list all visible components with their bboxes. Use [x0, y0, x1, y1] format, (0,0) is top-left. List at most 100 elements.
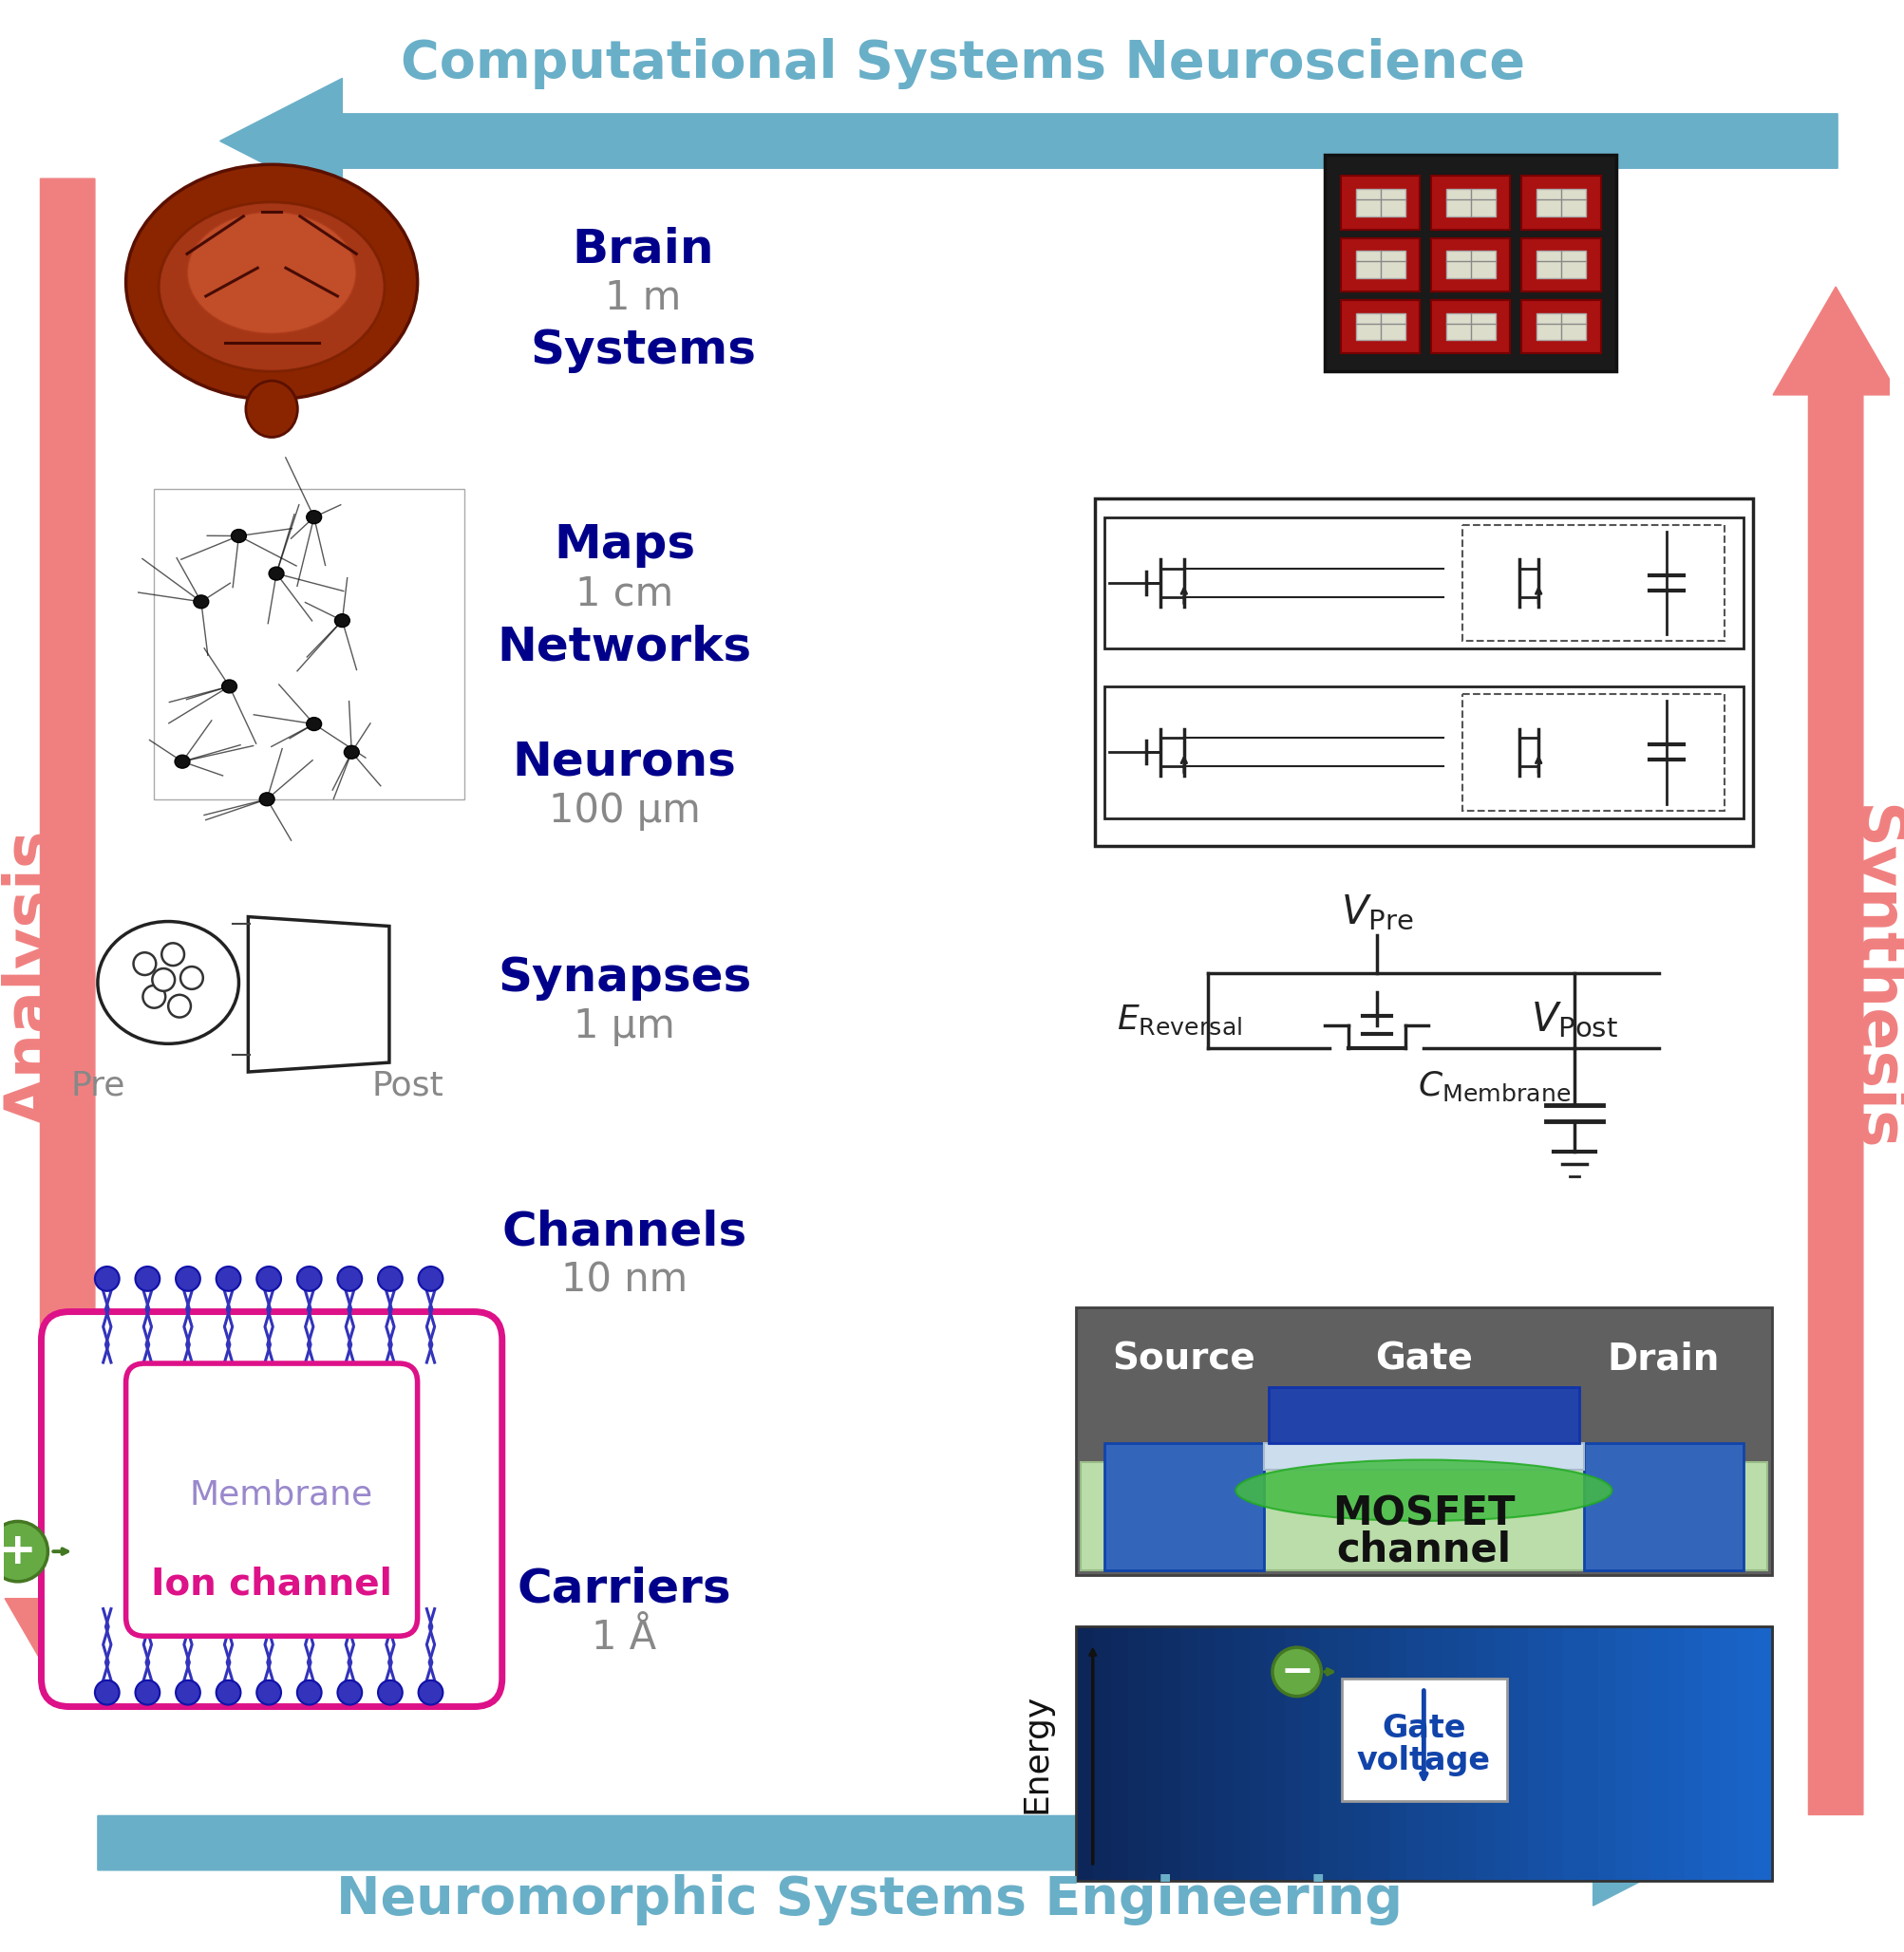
- Bar: [1180, 1626, 1200, 1880]
- Bar: [1537, 189, 1586, 217]
- Bar: [1537, 252, 1586, 279]
- Bar: [1198, 1626, 1217, 1880]
- Bar: [1264, 1443, 1584, 1470]
- Circle shape: [135, 1267, 160, 1290]
- FancyArrow shape: [6, 180, 129, 1706]
- FancyBboxPatch shape: [126, 1362, 417, 1636]
- Ellipse shape: [175, 755, 190, 769]
- Text: MOSFET: MOSFET: [1333, 1493, 1516, 1534]
- Bar: [1736, 1626, 1755, 1880]
- Bar: [1163, 1626, 1182, 1880]
- Ellipse shape: [187, 211, 356, 334]
- Ellipse shape: [1236, 1460, 1613, 1521]
- Circle shape: [337, 1681, 362, 1704]
- Text: Ion channel: Ion channel: [150, 1566, 392, 1603]
- Text: 10 nm: 10 nm: [562, 1261, 687, 1300]
- Circle shape: [0, 1521, 48, 1581]
- Polygon shape: [248, 917, 388, 1072]
- Bar: [1521, 301, 1601, 353]
- Bar: [1719, 1626, 1738, 1880]
- Bar: [1371, 1626, 1392, 1880]
- Bar: [1081, 1462, 1767, 1569]
- Text: Channels: Channels: [503, 1208, 746, 1255]
- Bar: [1127, 1626, 1148, 1880]
- Bar: [1076, 1626, 1095, 1880]
- Bar: [1615, 1626, 1634, 1880]
- Bar: [1651, 1626, 1670, 1880]
- Text: Post: Post: [371, 1070, 444, 1103]
- FancyArrow shape: [97, 1780, 1716, 1905]
- Ellipse shape: [307, 511, 322, 523]
- FancyArrow shape: [1773, 287, 1898, 1815]
- Bar: [1356, 189, 1405, 217]
- Text: Networks: Networks: [497, 625, 752, 670]
- Bar: [1285, 1626, 1304, 1880]
- Bar: [1146, 1626, 1165, 1880]
- Bar: [1076, 1308, 1773, 1575]
- Text: 1 m: 1 m: [605, 277, 682, 318]
- Text: 1 Å: 1 Å: [592, 1618, 657, 1657]
- Bar: [1337, 1626, 1356, 1880]
- Circle shape: [419, 1681, 444, 1704]
- Bar: [1325, 154, 1616, 371]
- Text: Computational Systems Neuroscience: Computational Systems Neuroscience: [402, 39, 1525, 90]
- Circle shape: [257, 1267, 282, 1290]
- Circle shape: [168, 996, 190, 1017]
- FancyArrow shape: [221, 78, 1837, 203]
- Bar: [1095, 498, 1754, 847]
- Bar: [1668, 1626, 1687, 1880]
- Ellipse shape: [307, 718, 322, 730]
- Bar: [1342, 1679, 1506, 1800]
- Bar: [1340, 238, 1420, 291]
- Bar: [1354, 1626, 1373, 1880]
- Text: $C_\mathrm{Membrane}$: $C_\mathrm{Membrane}$: [1418, 1070, 1571, 1103]
- Circle shape: [379, 1681, 402, 1704]
- Text: Analysis: Analysis: [2, 830, 65, 1126]
- Bar: [1447, 252, 1495, 279]
- Bar: [1537, 312, 1586, 340]
- Circle shape: [181, 966, 204, 990]
- Text: 1 cm: 1 cm: [575, 574, 674, 615]
- Circle shape: [379, 1267, 402, 1290]
- Text: channel: channel: [1337, 1530, 1512, 1569]
- Bar: [1462, 693, 1725, 810]
- Text: $E_\mathrm{Reversal}$: $E_\mathrm{Reversal}$: [1116, 1003, 1241, 1037]
- Bar: [154, 488, 465, 798]
- Text: Energy: Energy: [1021, 1694, 1053, 1813]
- Circle shape: [419, 1267, 444, 1290]
- Bar: [1432, 301, 1510, 353]
- Bar: [1319, 1626, 1339, 1880]
- Circle shape: [297, 1267, 322, 1290]
- Text: Drain: Drain: [1607, 1341, 1719, 1376]
- Bar: [1249, 1626, 1270, 1880]
- Bar: [1356, 312, 1405, 340]
- Bar: [1104, 1443, 1264, 1569]
- Bar: [1529, 1626, 1548, 1880]
- Bar: [1493, 1626, 1512, 1880]
- Circle shape: [162, 943, 185, 966]
- Circle shape: [1272, 1647, 1321, 1696]
- Bar: [1432, 238, 1510, 291]
- Bar: [1340, 301, 1420, 353]
- Text: voltage: voltage: [1358, 1745, 1491, 1776]
- Text: Neurons: Neurons: [512, 738, 737, 785]
- Circle shape: [95, 1681, 120, 1704]
- Bar: [1447, 312, 1495, 340]
- Bar: [1476, 1626, 1495, 1880]
- Ellipse shape: [158, 203, 385, 371]
- Text: Synthesis: Synthesis: [1841, 804, 1904, 1152]
- Ellipse shape: [259, 793, 274, 806]
- Circle shape: [143, 986, 166, 1007]
- Text: Pre: Pre: [70, 1070, 126, 1103]
- Bar: [1232, 1626, 1251, 1880]
- Text: $V_\mathrm{Pre}$: $V_\mathrm{Pre}$: [1340, 892, 1413, 931]
- Bar: [1580, 1626, 1599, 1880]
- Text: Membrane: Membrane: [188, 1480, 373, 1511]
- Ellipse shape: [230, 529, 246, 543]
- Text: Gate: Gate: [1375, 1341, 1472, 1376]
- Ellipse shape: [126, 164, 417, 400]
- Circle shape: [297, 1681, 322, 1704]
- Bar: [1632, 1626, 1653, 1880]
- Text: Carriers: Carriers: [518, 1566, 731, 1612]
- Bar: [1215, 1626, 1234, 1880]
